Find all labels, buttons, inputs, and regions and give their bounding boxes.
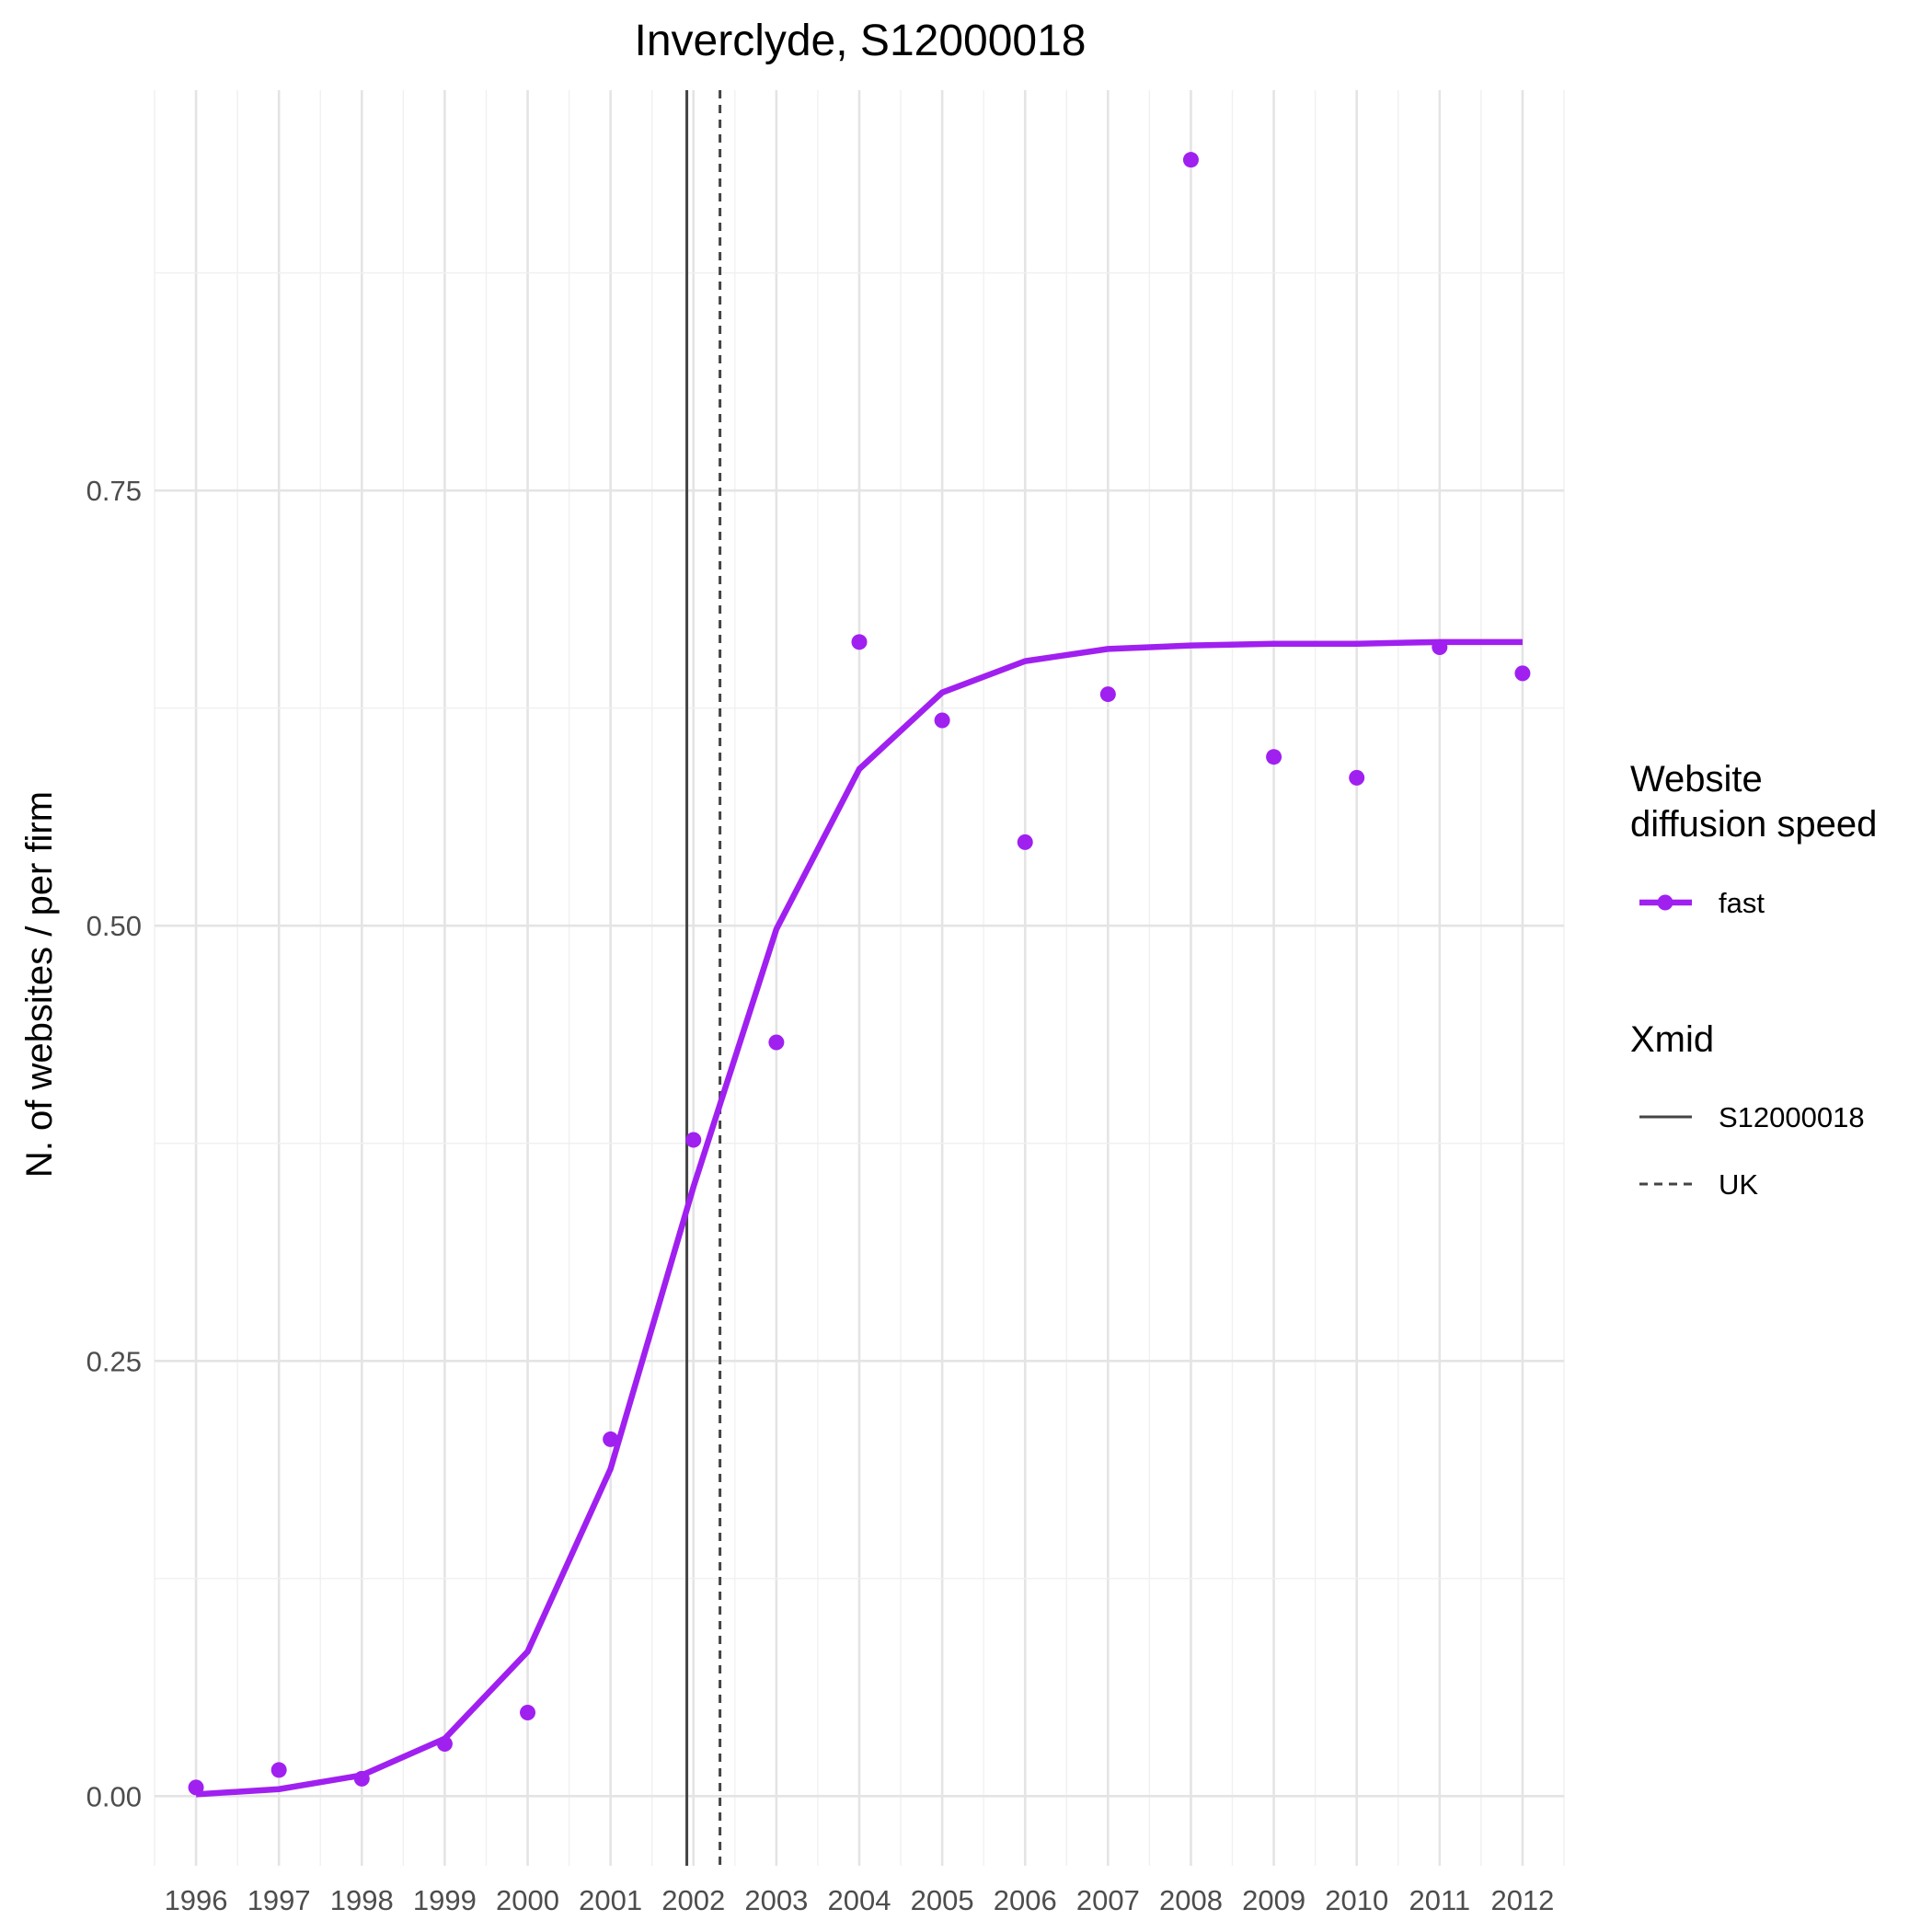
y-tick-label: 0.00 [86,1780,142,1812]
x-tick-label: 2001 [579,1884,642,1916]
grid [154,90,1565,1866]
x-tick-label: 1996 [165,1884,228,1916]
legend-title-line: Xmid [1630,1019,1714,1060]
y-axis-title: N. of websites / per firm [19,791,60,1178]
x-tick-label: 2005 [911,1884,974,1916]
x-tick-label: 2002 [661,1884,725,1916]
data-point [603,1431,619,1447]
x-tick-label: 2009 [1242,1884,1305,1916]
x-tick-label: 2011 [1409,1884,1470,1916]
y-tick-label: 0.75 [86,475,142,507]
legend-key-point [1657,894,1673,911]
legend-label: S12000018 [1719,1101,1865,1133]
x-tick-label: 2007 [1076,1884,1140,1916]
series-points-group [188,152,1531,1796]
legend-title-line: Website [1630,759,1763,799]
data-point [520,1704,536,1720]
data-point [1182,152,1199,168]
data-point [1266,749,1282,765]
x-tick-label: 2006 [994,1884,1057,1916]
data-point [768,1034,785,1051]
data-point [1349,769,1365,786]
x-tick-label: 1998 [330,1884,394,1916]
x-tick-label: 2004 [828,1884,891,1916]
data-point [851,634,868,650]
x-tick-label: 1999 [413,1884,477,1916]
data-point [1017,834,1033,850]
chart-title: Inverclyde, S12000018 [634,17,1086,65]
data-point [270,1762,287,1778]
data-point [934,712,950,729]
data-point [436,1736,453,1753]
data-point [1432,638,1448,655]
series-line-group [195,638,1523,1798]
x-tick-label: 1997 [247,1884,311,1916]
legend: Website diffusion speed fast Xmid S12000018 U… [1630,759,1877,1201]
x-tick-label: 2003 [744,1884,808,1916]
x-axis-ticks: 1996 1997 1998 1999 2000 2001 2002 2003 2004 2005… [165,1884,1555,1916]
y-axis-ticks: 0.00 0.25 0.50 0.75 [86,475,142,1812]
data-point [353,1770,370,1787]
legend-title-line: diffusion speed [1630,804,1877,845]
x-tick-label: 2008 [1159,1884,1223,1916]
legend-label: UK [1719,1168,1758,1201]
fitted-line [195,638,1523,1798]
legend-label: fast [1719,887,1765,919]
xmid-lines [685,90,722,1866]
data-point [1514,665,1531,682]
x-tick-label: 2000 [496,1884,559,1916]
data-point [1099,686,1116,703]
data-point [685,1132,702,1148]
data-point [188,1779,204,1796]
y-tick-label: 0.50 [86,910,142,942]
x-tick-label: 2012 [1490,1884,1554,1916]
x-tick-label: 2010 [1325,1884,1388,1916]
y-tick-label: 0.25 [86,1345,142,1377]
